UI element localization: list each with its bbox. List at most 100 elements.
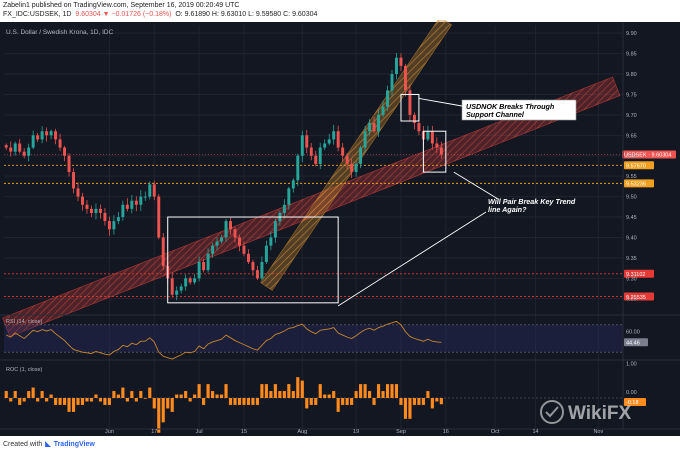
roc-bar-51 bbox=[233, 398, 237, 405]
red-trend-channel bbox=[2, 76, 621, 338]
candle-42 bbox=[193, 273, 197, 285]
candle-55 bbox=[251, 259, 255, 276]
price-tick-13: 9.25 bbox=[626, 297, 637, 303]
level-tag-1 bbox=[624, 179, 654, 188]
candle-48 bbox=[220, 235, 224, 244]
candle-52 bbox=[238, 234, 241, 252]
roc-bar-70 bbox=[318, 384, 322, 398]
roc-bar-38 bbox=[175, 394, 179, 398]
footer: Created with ◣ TradingView bbox=[3, 440, 95, 449]
symbol-line: FX_IDC:USDSEK, 1D 9.60304 ▼ −0.01726 (−0… bbox=[3, 11, 317, 18]
roc-bar-84 bbox=[381, 391, 385, 398]
candle-body-80 bbox=[363, 131, 367, 148]
orange-trend-channel bbox=[260, 20, 453, 291]
candle-body-42 bbox=[193, 278, 197, 283]
x-tick-3: 15 bbox=[241, 429, 247, 435]
candle-24 bbox=[112, 215, 116, 235]
roc-bar-85 bbox=[385, 384, 390, 398]
roc-bar-13 bbox=[62, 398, 67, 405]
last-price-label: USDSEK · 9.60304 bbox=[624, 153, 671, 159]
rsi-band bbox=[4, 324, 623, 353]
wikifx-watermark: WikiFX bbox=[540, 400, 631, 424]
candle-body-20 bbox=[94, 208, 98, 213]
roc-bar-50 bbox=[228, 398, 233, 405]
annotation-boxes bbox=[167, 93, 447, 304]
roc-bar-52 bbox=[237, 398, 242, 405]
roc-bar-94 bbox=[426, 391, 430, 398]
roc-bar-20 bbox=[94, 394, 98, 398]
tradingview-logo-icon: ◣ bbox=[45, 441, 51, 448]
candle-body-88 bbox=[399, 57, 403, 66]
x-tick-8: Oct bbox=[491, 429, 500, 435]
candle-body-52 bbox=[238, 237, 241, 246]
x-tick-5: 19 bbox=[353, 429, 359, 435]
roc-bar-0 bbox=[4, 391, 8, 398]
candle-body-48 bbox=[220, 237, 224, 242]
chart-canvas[interactable]: 9.57670 9.53236 9.31102 9.25535 USDSEK · 9.6… bbox=[0, 20, 680, 436]
candle-body-77 bbox=[350, 163, 354, 173]
candle-44 bbox=[202, 258, 206, 273]
candle-body-91 bbox=[412, 114, 416, 124]
candle-15 bbox=[72, 168, 76, 194]
roc-bar-96 bbox=[435, 398, 439, 402]
roc-bar-80 bbox=[363, 384, 367, 398]
candle-body-79 bbox=[359, 147, 363, 164]
candle-64 bbox=[291, 178, 295, 193]
level-label-1: 9.53236 bbox=[626, 182, 646, 188]
candle-body-58 bbox=[264, 245, 268, 262]
candle-46 bbox=[211, 242, 215, 258]
roc-bar-37 bbox=[170, 398, 174, 412]
candle-59 bbox=[269, 231, 273, 251]
roc-bar-23 bbox=[107, 398, 111, 405]
candle-body-17 bbox=[81, 196, 84, 205]
candle-2 bbox=[13, 141, 17, 156]
candle-86 bbox=[390, 69, 394, 96]
candle-body-12 bbox=[58, 139, 62, 148]
roc-axis-0: 0.00 bbox=[626, 390, 637, 396]
candle-87 bbox=[395, 52, 398, 80]
candle-body-89 bbox=[403, 65, 407, 91]
roc-bar-35 bbox=[161, 398, 165, 423]
candle-13 bbox=[63, 145, 67, 162]
candle-body-53 bbox=[242, 245, 246, 254]
candle-66 bbox=[300, 130, 304, 163]
rsi-title: RSI (14, close) bbox=[6, 319, 43, 325]
candle-body-57 bbox=[260, 261, 264, 279]
roc-bar-31 bbox=[143, 398, 147, 399]
candle-67 bbox=[305, 129, 309, 154]
roc-bar-97 bbox=[439, 398, 443, 405]
price-tick-10: 9.40 bbox=[626, 235, 637, 241]
tradingview-brand[interactable]: TradingView bbox=[53, 440, 95, 448]
candle-body-63 bbox=[287, 188, 291, 205]
candle-47 bbox=[215, 237, 219, 251]
x-tick-0: Jun bbox=[105, 429, 114, 435]
candle-body-22 bbox=[103, 212, 107, 222]
candle-33 bbox=[152, 180, 156, 201]
candle-21 bbox=[98, 204, 102, 219]
candle-17 bbox=[81, 192, 84, 211]
roc-bar-5 bbox=[27, 391, 31, 398]
candle-body-11 bbox=[54, 131, 58, 140]
x-tick-4: Aug bbox=[297, 429, 307, 435]
candle-body-95 bbox=[430, 131, 434, 144]
roc-bar-88 bbox=[399, 398, 403, 405]
candle-body-76 bbox=[345, 155, 349, 164]
roc-bar-16 bbox=[76, 398, 80, 405]
roc-bar-41 bbox=[188, 398, 192, 402]
candle-body-19 bbox=[89, 208, 93, 213]
roc-bar-10 bbox=[49, 394, 53, 398]
candle-body-25 bbox=[116, 217, 120, 222]
candle-body-24 bbox=[112, 221, 116, 230]
candle-25 bbox=[116, 212, 120, 225]
candle-body-70 bbox=[318, 147, 322, 164]
callout-1-line1: USDNOK Breaks Through bbox=[466, 102, 555, 111]
candle-0 bbox=[4, 143, 8, 151]
x-tick-9: 14 bbox=[532, 429, 538, 435]
price-tick-5: 9.65 bbox=[626, 133, 637, 139]
candle-body-73 bbox=[332, 131, 336, 140]
candle-28 bbox=[130, 194, 134, 214]
candle-27 bbox=[125, 198, 129, 212]
roc-bar-60 bbox=[273, 384, 277, 398]
candle-body-6 bbox=[31, 135, 35, 148]
candle-32 bbox=[148, 181, 152, 200]
